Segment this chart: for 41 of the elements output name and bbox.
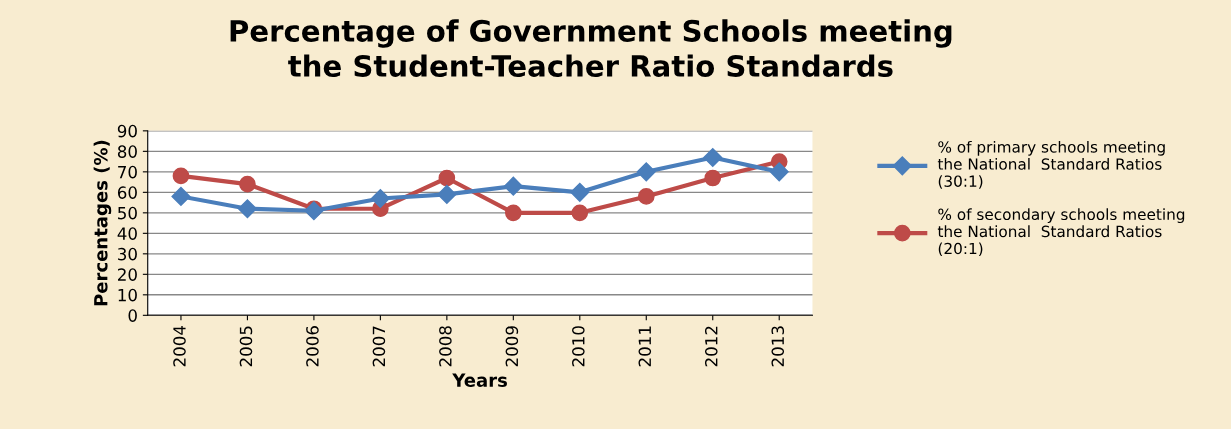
y-tick-label: 20: [118, 268, 137, 281]
y-tick-label: 90: [117, 124, 137, 138]
point: [571, 204, 589, 222]
point: [704, 169, 722, 187]
y-tick-label: 60: [117, 186, 137, 199]
x-tick-label: 2009: [505, 326, 519, 367]
y-tick-label: 50: [118, 206, 137, 220]
x-tick-label: 2005: [239, 326, 253, 367]
y-tick-label: 0: [128, 309, 137, 322]
chart-title: Percentage of Government Schools meeting the Student-Teacher Ratio Standards: [230, 19, 952, 77]
point: [637, 188, 655, 205]
y-tick-label: 10: [118, 288, 137, 302]
point: [370, 188, 390, 209]
y-tick-label: 30: [118, 247, 137, 261]
point: [504, 204, 522, 222]
x-tick-label: 2004: [173, 325, 186, 367]
y-tick-label: 40: [117, 227, 137, 240]
x-tick-label: 2007: [372, 326, 386, 367]
point: [437, 184, 457, 204]
x-tick-label: 2010: [572, 326, 585, 367]
point: [503, 176, 523, 196]
point: [636, 162, 656, 182]
x-tick-label: 2008: [439, 326, 452, 367]
point: [239, 175, 256, 193]
legend-label: % of primary schools meeting the National Standard Ratios (30:1): [937, 140, 1165, 189]
point: [769, 162, 789, 182]
point: [172, 167, 190, 185]
x-axis-title: Years: [452, 373, 507, 387]
y-tick-label: 70: [118, 165, 137, 179]
point: [703, 147, 723, 168]
x-tick-label: 2006: [306, 326, 319, 367]
legend-label: % of secondary schools meeting the National Standard Ratios (20:1): [937, 208, 1185, 257]
y-axis-title: Percentages (%): [93, 140, 112, 306]
y-tick-label: 80: [117, 145, 137, 158]
x-tick-label: 2012: [704, 326, 718, 367]
x-tick-label: 2013: [771, 326, 785, 367]
point: [438, 169, 456, 187]
point: [570, 182, 590, 202]
point: [237, 199, 257, 219]
x-tick-label: 2011: [638, 326, 652, 367]
point: [171, 186, 191, 206]
